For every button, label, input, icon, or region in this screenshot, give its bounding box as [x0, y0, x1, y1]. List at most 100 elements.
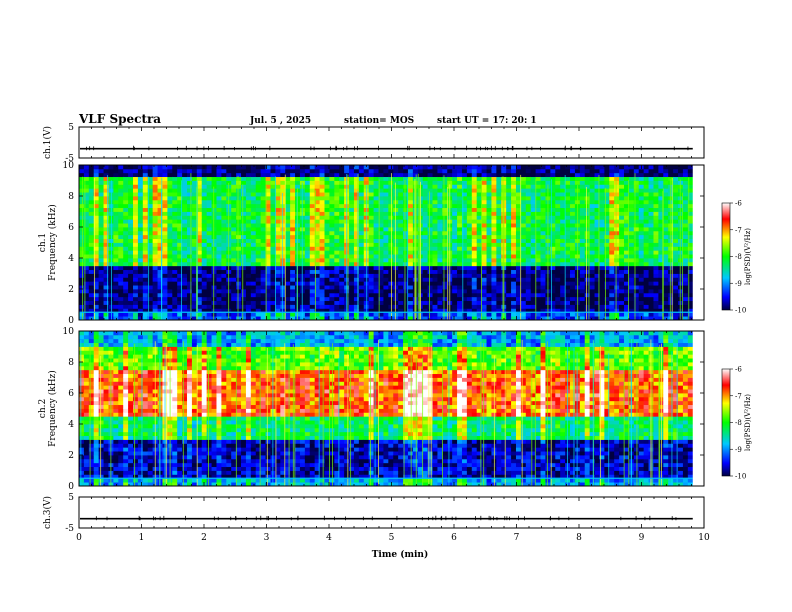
spectrogram-cell — [216, 316, 222, 321]
spectrogram-cell — [187, 316, 193, 321]
spectrogram-cell — [525, 261, 532, 267]
spectrogram-cell — [334, 219, 340, 224]
spectrogram-cell — [137, 180, 144, 185]
spectrogram-cell — [584, 269, 591, 274]
spectrogram-cell — [260, 215, 266, 220]
spectrogram-cell — [334, 203, 340, 209]
spectrogram-cell — [452, 165, 458, 170]
spectrogram-cell — [393, 188, 399, 193]
spectrogram-cell — [491, 238, 497, 243]
spectrogram-cell — [614, 192, 620, 197]
spectrogram-cell — [221, 269, 227, 274]
spectrogram-cell — [633, 184, 640, 189]
spectrogram-cell — [236, 199, 242, 205]
spectrogram-cell — [403, 242, 409, 247]
spectrogram-cell — [236, 238, 242, 243]
spectrogram-cell — [265, 203, 271, 209]
spectrogram-cell — [162, 296, 168, 302]
spectrogram-cell — [353, 308, 360, 313]
spectrogram-cell — [398, 316, 404, 321]
spectrogram-cell — [599, 269, 605, 274]
spectrogram-cell — [481, 258, 487, 263]
spectrogram-cell — [530, 254, 537, 259]
spectrogram-cell — [579, 219, 586, 224]
spectrogram-cell — [452, 281, 458, 286]
spectrogram-cell — [560, 254, 566, 259]
spectrogram-cell — [609, 227, 615, 232]
spectrogram-cell — [123, 316, 129, 321]
spectrogram-cell — [201, 211, 208, 216]
spectrogram-cell — [589, 172, 595, 178]
spectrogram-cell — [403, 203, 409, 209]
spectrogram-cell — [319, 246, 325, 251]
spectrogram-cell — [614, 254, 620, 259]
spectrogram-cell — [191, 246, 198, 251]
spectrogram-cell — [250, 207, 257, 212]
spectrogram-cell — [530, 168, 537, 174]
spectrogram-cell — [206, 227, 212, 232]
spectrogram-cell — [442, 168, 448, 174]
spectrogram-cell — [643, 203, 649, 209]
spectrogram-cell — [471, 184, 478, 189]
spectrogram-cell — [594, 261, 600, 267]
spectrogram-cell — [570, 196, 576, 201]
spectrogram-cell — [452, 261, 458, 267]
spectrogram-cell — [496, 312, 502, 317]
spectrogram-cell — [182, 238, 188, 243]
spectrogram-cell — [525, 296, 532, 302]
spectrogram-cell — [147, 316, 154, 321]
spectrogram-cell — [309, 250, 316, 255]
spectrogram-cell — [466, 180, 473, 185]
spectrogram-cell — [147, 227, 154, 232]
spectrogram-cell — [152, 192, 158, 197]
spectrogram-cell — [407, 192, 414, 197]
spectrogram-cell — [452, 246, 458, 251]
spectrogram-cell — [579, 176, 586, 181]
spectrogram-cell — [349, 172, 355, 178]
spectrogram-cell — [201, 250, 208, 255]
spectrogram-cell — [486, 203, 492, 209]
spectrogram-cell — [275, 258, 281, 263]
spectrogram-cell — [280, 227, 286, 232]
spectrogram-cell — [172, 192, 178, 197]
spectrogram-cell — [624, 254, 630, 259]
spectrogram-cell — [191, 300, 198, 305]
spectrogram-cell — [358, 250, 365, 255]
spectrogram-cell — [201, 230, 208, 236]
spectrogram-cell — [491, 285, 497, 290]
spectrogram-cell — [113, 223, 119, 228]
spectrogram-cell — [373, 172, 379, 178]
spectrogram-cell — [172, 316, 178, 321]
spectrogram-cell — [329, 176, 335, 181]
spectrogram-cell — [663, 230, 669, 236]
spectrogram-cell — [182, 234, 188, 240]
spectrogram-cell — [280, 281, 286, 286]
spectrogram-cell — [93, 285, 100, 290]
spectrogram-cell — [319, 199, 325, 205]
spectrogram-cell — [491, 168, 497, 174]
spectrogram-cell — [565, 215, 571, 220]
spectrogram-cell — [334, 300, 340, 305]
spectrogram-cell — [118, 250, 124, 255]
spectrogram-cell — [550, 199, 556, 205]
spectrogram-cell — [142, 292, 149, 298]
spectrogram-cell — [206, 215, 212, 220]
spectrogram-cell — [427, 261, 433, 267]
spectrogram-cell — [250, 285, 257, 290]
spectrogram-cell — [236, 192, 242, 197]
spectrogram-cell — [290, 265, 296, 271]
spectrogram-cell — [133, 192, 139, 197]
spectrogram-cell — [191, 180, 198, 185]
spectrogram-cell — [118, 199, 124, 205]
spectrogram-cell — [260, 269, 266, 274]
spectrogram-cell — [407, 269, 414, 274]
spectrogram-cell — [216, 261, 222, 267]
spectrogram-cell — [570, 199, 576, 205]
spectrogram-cell — [334, 172, 340, 178]
spectrogram-cell — [461, 281, 468, 286]
spectrogram-cell — [550, 269, 556, 274]
spectrogram-cell — [187, 254, 193, 259]
spectrogram-cell — [476, 172, 483, 178]
spectrogram-cell — [162, 168, 168, 174]
spectrogram-cell — [309, 227, 316, 232]
